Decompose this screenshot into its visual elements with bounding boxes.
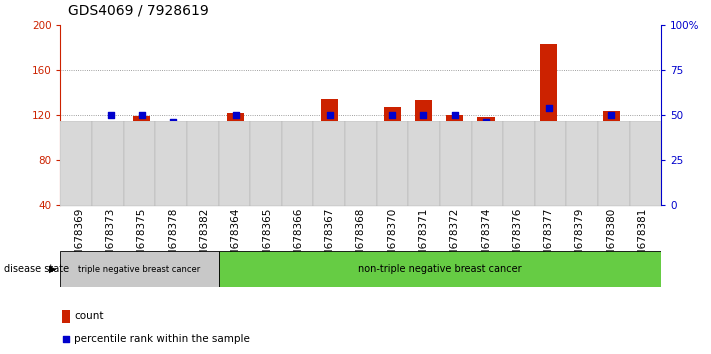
Bar	[282, 121, 314, 206]
Bar	[598, 121, 630, 206]
Bar	[218, 121, 250, 206]
Point	[637, 130, 648, 136]
Bar	[345, 121, 377, 206]
Bar	[440, 121, 471, 206]
Bar	[227, 113, 245, 205]
Point	[136, 112, 147, 118]
Bar	[155, 121, 187, 206]
Bar	[70, 166, 88, 205]
Point	[198, 127, 210, 132]
Bar	[408, 121, 440, 206]
Bar	[187, 121, 218, 206]
Bar	[258, 158, 276, 205]
Point	[543, 105, 555, 111]
Point	[481, 119, 492, 125]
Text: percentile rank within the sample: percentile rank within the sample	[74, 334, 250, 344]
Text: disease state: disease state	[4, 264, 69, 274]
Point	[105, 112, 116, 118]
Bar	[471, 121, 503, 206]
Bar	[535, 121, 567, 206]
Bar	[567, 121, 598, 206]
Bar	[540, 44, 557, 205]
Bar	[289, 161, 307, 205]
Point	[230, 112, 241, 118]
Bar	[60, 251, 218, 287]
Point	[167, 119, 178, 125]
Bar	[218, 251, 661, 287]
Bar	[314, 121, 345, 206]
Bar	[60, 121, 92, 206]
Bar	[63, 310, 70, 323]
Text: count: count	[74, 312, 103, 321]
Bar	[352, 185, 370, 205]
Bar	[602, 110, 620, 205]
Bar	[102, 129, 119, 205]
Bar	[377, 121, 408, 206]
Text: triple negative breast cancer: triple negative breast cancer	[78, 264, 201, 274]
Point	[574, 123, 586, 129]
Point	[73, 127, 85, 132]
Text: ▶: ▶	[49, 264, 57, 274]
Bar	[164, 156, 182, 205]
Text: GDS4069 / 7928619: GDS4069 / 7928619	[68, 4, 208, 18]
Point	[261, 123, 272, 129]
Bar	[634, 174, 651, 205]
Point	[292, 127, 304, 132]
Point	[512, 134, 523, 139]
Bar	[124, 121, 155, 206]
Point	[324, 112, 335, 118]
Bar	[571, 152, 589, 205]
Bar	[321, 99, 338, 205]
Text: non-triple negative breast cancer: non-triple negative breast cancer	[358, 264, 522, 274]
Point	[449, 112, 461, 118]
Bar	[630, 121, 661, 206]
Point	[418, 112, 429, 118]
Bar	[477, 117, 495, 205]
Bar	[133, 116, 151, 205]
Point	[606, 112, 617, 118]
Point	[284, 220, 296, 226]
Bar	[446, 115, 464, 205]
Point	[387, 112, 398, 118]
Bar	[503, 121, 535, 206]
Bar	[92, 121, 124, 206]
Bar	[415, 101, 432, 205]
Bar	[196, 167, 213, 205]
Bar	[250, 121, 282, 206]
Bar	[508, 181, 526, 205]
Bar	[383, 107, 401, 205]
Point	[356, 134, 367, 139]
